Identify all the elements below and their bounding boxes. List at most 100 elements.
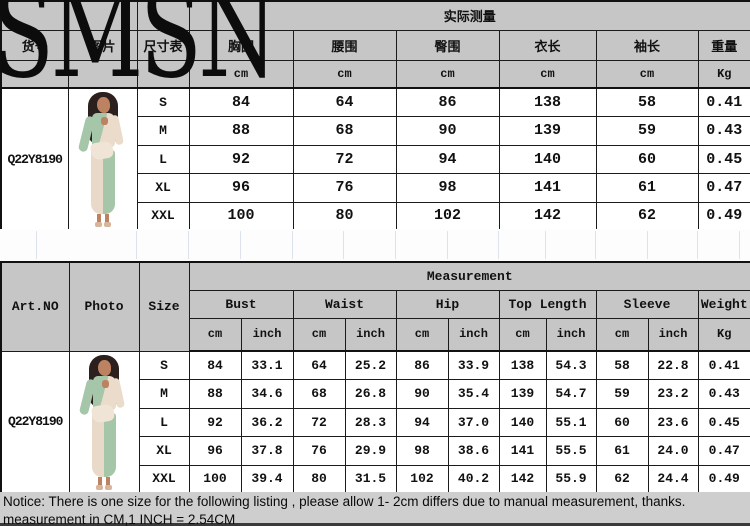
item-number: Q22Y8190 xyxy=(0,87,69,231)
measure-value: 141 xyxy=(498,435,547,466)
measure-value: 34.6 xyxy=(240,378,294,409)
measure-value: 0.45 xyxy=(697,407,750,437)
measure-value: 0.41 xyxy=(697,87,750,117)
measure-value: 40.2 xyxy=(447,464,500,494)
measure-value: 94 xyxy=(395,407,449,437)
en-col-bust: Bust xyxy=(188,289,294,319)
blank-cell xyxy=(136,59,190,89)
measure-value: 102 xyxy=(395,464,449,494)
measure-value: 33.1 xyxy=(240,350,294,380)
measure-value: 31.5 xyxy=(344,464,397,494)
measure-value: 86 xyxy=(395,87,500,117)
size-cell: S xyxy=(136,87,190,117)
unit-cell: cm xyxy=(595,59,699,89)
measure-value: 55.5 xyxy=(545,435,597,466)
en-col-weight: Weight xyxy=(697,289,750,319)
measure-value: 24.4 xyxy=(647,464,699,494)
size-cell: XL xyxy=(136,172,190,203)
measure-value: 0.43 xyxy=(697,378,750,409)
measure-value: 64 xyxy=(292,87,397,117)
measure-value: 141 xyxy=(498,172,597,203)
measure-value: 0.47 xyxy=(697,172,750,203)
unit-cell: cm xyxy=(498,59,597,89)
measure-value: 139 xyxy=(498,115,597,146)
unit-cell: cm xyxy=(292,59,397,89)
spreadsheet-gap-row xyxy=(0,229,750,261)
measure-value: 25.2 xyxy=(344,350,397,380)
unit-cell: inch xyxy=(647,317,699,352)
en-col-hip: Hip xyxy=(395,289,500,319)
model-face xyxy=(96,97,110,113)
measure-value: 33.9 xyxy=(447,350,500,380)
measure-value: 138 xyxy=(498,350,547,380)
measure-value: 0.43 xyxy=(697,115,750,146)
measure-value: 38.6 xyxy=(447,435,500,466)
unit-cell: cm xyxy=(188,59,294,89)
model-heel xyxy=(96,484,103,490)
measure-value: 90 xyxy=(395,115,500,146)
cn-col-item: 货号 xyxy=(0,29,69,61)
model-skirt xyxy=(92,412,116,477)
unit-cell: inch xyxy=(447,317,500,352)
measure-value: 86 xyxy=(395,350,449,380)
en-table-title: Measurement xyxy=(188,261,750,291)
measure-value: 92 xyxy=(188,144,294,174)
measure-value: 96 xyxy=(188,172,294,203)
measure-value: 139 xyxy=(498,378,547,409)
unit-cell: inch xyxy=(344,317,397,352)
measure-value: 72 xyxy=(292,407,346,437)
measure-value: 142 xyxy=(498,464,547,494)
measure-value: 68 xyxy=(292,115,397,146)
measure-value: 94 xyxy=(395,144,500,174)
measure-value: 0.49 xyxy=(697,201,750,231)
measure-value: 59 xyxy=(595,115,699,146)
measure-value: 58 xyxy=(595,87,699,117)
measure-value: 23.2 xyxy=(647,378,699,409)
cn-table-title: 实际测量 xyxy=(188,0,750,31)
measure-value: 88 xyxy=(188,378,242,409)
measure-value: 37.0 xyxy=(447,407,500,437)
measure-value: 76 xyxy=(292,435,346,466)
measure-value: 92 xyxy=(188,407,242,437)
unit-cell: cm xyxy=(395,317,449,352)
product-photo xyxy=(76,353,132,491)
corner-cell xyxy=(136,0,190,31)
measure-value: 26.8 xyxy=(344,378,397,409)
model-leg xyxy=(98,476,102,487)
measure-value: 0.45 xyxy=(697,144,750,174)
unit-cell: cm xyxy=(292,317,346,352)
measure-value: 60 xyxy=(595,144,699,174)
en-col-photo: Photo xyxy=(68,261,140,352)
unit-cell: cm xyxy=(595,317,649,352)
measure-value: 96 xyxy=(188,435,242,466)
corner-cell xyxy=(0,0,69,31)
measure-value: 29.9 xyxy=(344,435,397,466)
model-skirt xyxy=(90,150,115,214)
size-cell: L xyxy=(138,407,190,437)
en-col-waist: Waist xyxy=(292,289,397,319)
size-cell: M xyxy=(138,378,190,409)
product-photo xyxy=(75,90,131,228)
unit-cell: cm xyxy=(188,317,242,352)
measure-value: 140 xyxy=(498,144,597,174)
measure-value: 140 xyxy=(498,407,547,437)
photo-cell xyxy=(68,350,140,494)
measure-value: 90 xyxy=(395,378,449,409)
measure-value: 61 xyxy=(595,172,699,203)
en-col-item: Art.NO xyxy=(0,261,70,352)
measure-value: 60 xyxy=(595,407,649,437)
measure-value: 62 xyxy=(595,201,699,231)
item-number: Q22Y8190 xyxy=(0,350,70,494)
measure-value: 88 xyxy=(188,115,294,146)
size-cell: XL xyxy=(138,435,190,466)
unit-cell: Kg xyxy=(697,317,750,352)
unit-cell: Kg xyxy=(697,59,750,89)
model-dress-cutout xyxy=(102,379,109,388)
cn-col-weight: 重量 xyxy=(697,29,750,61)
unit-cell: cm xyxy=(395,59,500,89)
measure-value: 55.1 xyxy=(545,407,597,437)
measure-value: 39.4 xyxy=(240,464,294,494)
model-dress-cutout xyxy=(100,117,108,125)
measure-value: 68 xyxy=(292,378,346,409)
cn-col-size: 尺寸表 xyxy=(136,29,190,61)
